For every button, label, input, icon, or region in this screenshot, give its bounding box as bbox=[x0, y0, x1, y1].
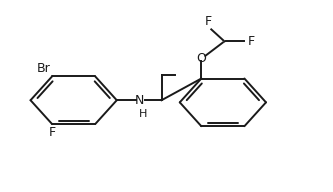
Text: H: H bbox=[139, 109, 147, 119]
Text: F: F bbox=[49, 126, 56, 139]
Text: F: F bbox=[248, 35, 255, 48]
Text: F: F bbox=[204, 15, 211, 28]
Text: O: O bbox=[196, 52, 206, 65]
Text: Br: Br bbox=[37, 62, 50, 75]
Text: N: N bbox=[135, 94, 144, 107]
